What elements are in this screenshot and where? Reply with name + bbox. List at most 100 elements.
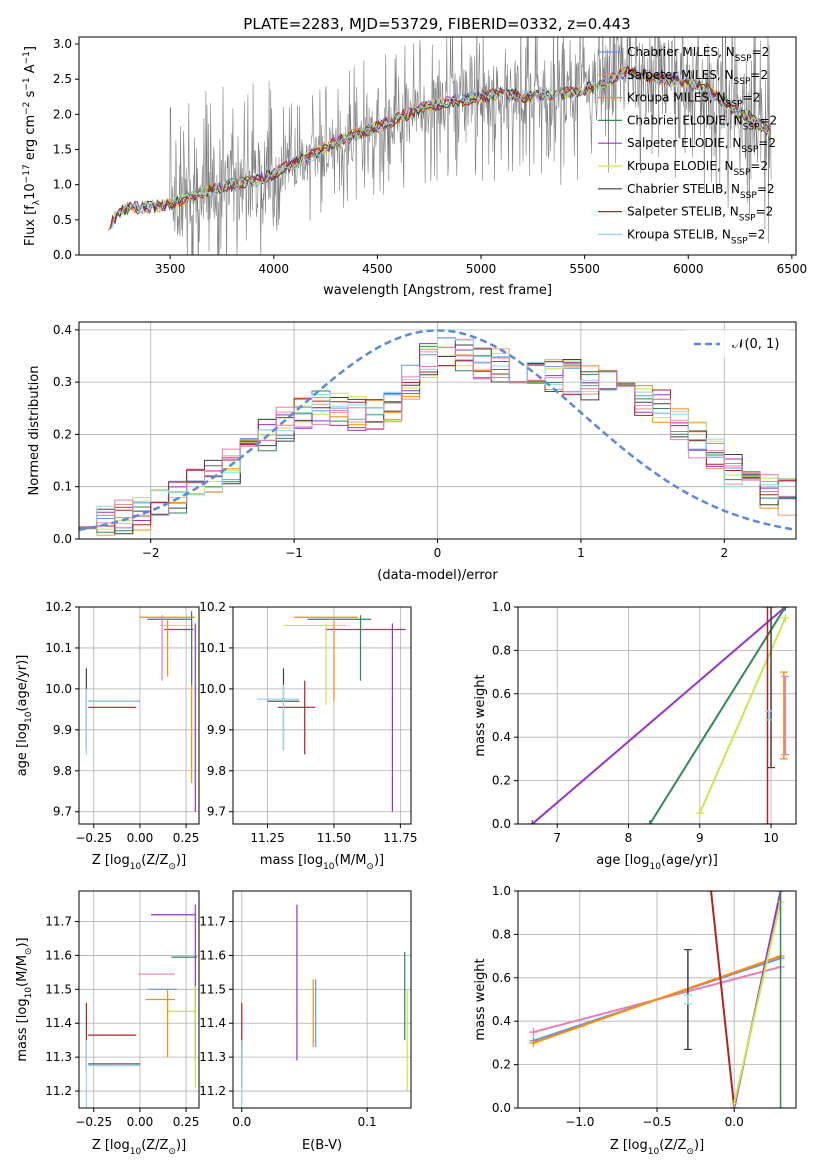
x-tick-label: −2 [142,546,160,560]
y-tick-label: 11.5 [45,982,72,996]
y-axis-label: age [log10(age/yr)] [15,655,34,777]
x-tick-label: 0.1 [358,1115,377,1129]
mass-vs-ebv-plot [241,904,408,1108]
weight-marker [730,1099,739,1108]
y-tick-label: 0.2 [492,774,511,788]
axes-frame [517,890,797,1109]
model-line-8 [109,70,770,230]
x-tick-label: 3500 [155,262,186,276]
y-tick-label: 0.2 [492,1058,511,1072]
x-tick-label: −0.25 [75,1115,112,1129]
x-tick-label: −1.0 [565,1115,594,1129]
y-tick-label: 0.2 [53,427,72,441]
model-line-4 [109,65,770,230]
y-tick-label: 11.3 [199,1050,226,1064]
y-tick-label: 9.8 [53,764,72,778]
x-axis-label: age [log10(age/yr)] [596,853,718,872]
weight-marker [528,820,537,824]
y-tick-label: 10.1 [199,641,226,655]
x-tick-label: 5000 [466,262,497,276]
axes-frame [232,606,412,825]
y-tick-label: 11.3 [45,1050,72,1064]
age-vs-Z-plot [85,611,196,812]
y-tick-label: 9.7 [207,805,226,819]
weight-line [710,891,736,1108]
model-line-7 [109,64,770,230]
y-axis-label: Normed distribution [27,366,42,496]
x-axis-label: Z [log10(Z/Z⊙)] [610,1138,704,1157]
x-tick-label: 0.25 [173,831,200,845]
y-tick-label: 0.4 [492,730,511,744]
y-tick-label: 2.0 [53,107,72,121]
x-tick-label: 6500 [777,262,808,276]
y-tick-label: 10.2 [45,600,72,614]
x-tick-label: 10 [763,831,778,845]
y-tick-label: 11.2 [199,1084,226,1098]
weight-line [533,955,781,1044]
x-tick-label: 5500 [569,262,600,276]
legend-label: Chabrier STELIB, NSSP=2 [627,182,775,201]
legend-box [685,330,789,358]
spectrum-axes: 3500 4000 4500 5000 5500 6000 6500 0.0 0.5 1.0 1.5… [53,37,807,276]
spectrum-plot [107,37,772,255]
y-tick-label: 1.5 [53,143,72,157]
charts-layer: 3500 4000 4500 5000 5500 6000 6500 0.0 0.5 1.0 1.5… [15,36,807,1157]
y-tick-label: 0.1 [53,480,72,494]
mass-vs-Z-axes: −0.25 0.00 0.25 11.2 11.3 11.4 11.5 11.6 11.7 [45,891,199,1129]
legend-label: Salpeter STELIB, NSSP=2 [627,205,773,224]
y-tick-label: 0.6 [492,971,511,985]
axes-frame [232,890,412,1109]
x-tick-label: 11.50 [317,831,351,845]
y-tick-label: 9.9 [207,723,226,737]
weight-marker [781,613,790,622]
y-tick-label: 11.4 [45,1016,72,1030]
weight-line [698,617,787,814]
x-axis-label: Z [log10(Z/Z⊙)] [92,853,186,872]
y-tick-label: 2.5 [53,72,72,86]
legend-label: Kroupa ELODIE, NSSP=2 [627,159,768,178]
histogram-plot [79,329,796,539]
x-tick-label: −0.25 [75,831,112,845]
y-tick-label: 0.0 [492,1101,511,1115]
x-tick-label: 4500 [362,262,393,276]
y-tick-label: 0.8 [492,643,511,657]
y-tick-label: 10.2 [199,600,226,614]
legend-label: Salpeter MILES, NSSP=2 [627,68,768,87]
weight-line [531,607,786,824]
axes-frame [78,606,200,825]
mass-vs-ebv-axes: 0.0 0.1 11.2 11.3 11.4 11.5 11.6 11.7 [199,891,411,1129]
x-tick-label: 11.25 [250,831,284,845]
weight-marker [645,820,654,824]
y-tick-label: 11.7 [199,915,226,929]
x-axis-label: Z [log10(Z/Z⊙)] [92,1138,186,1157]
y-tick-label: 1.0 [492,600,511,614]
x-axis-label: mass [log10(M/M⊙)] [260,853,384,872]
y-tick-label: 0.4 [53,323,72,337]
y-tick-label: 11.5 [199,982,226,996]
legend-label: Chabrier MILES, NSSP=2 [627,45,769,64]
y-tick-label: 10.0 [45,682,72,696]
x-tick-label: 0.25 [173,1115,200,1129]
y-tick-label: 0.5 [53,213,72,227]
y-tick-label: 0.0 [53,532,72,546]
axes-frame [78,890,200,1109]
y-axis-label: mass [log10(M/M⊙)] [15,937,34,1061]
histogram-step-9 [79,347,796,539]
legend-label: Kroupa MILES, NSSP=2 [627,91,760,110]
y-tick-label: 0.0 [53,248,72,262]
legend-label: Kroupa STELIB, NSSP=2 [627,227,765,246]
x-axis-label: wavelength [Angstrom, rest frame] [323,283,552,298]
weight-vs-Z-axes: −1.0 −0.5 0.0 0.0 0.2 0.4 0.6 0.8 1.0 [492,884,796,1129]
x-tick-label: 7 [553,831,561,845]
x-tick-label: −1 [285,546,303,560]
x-tick-label: 6000 [673,262,704,276]
residuals-axes: −2 −1 0 1 2 0.0 0.1 0.2 0.3 0.4 [53,322,796,560]
observed-spectrum-line [107,37,772,255]
x-axis-label: (data-model)/error [377,568,498,583]
y-tick-label: 0.4 [492,1014,511,1028]
weight-marker [707,891,716,895]
normal-curve [79,329,796,532]
y-tick-label: 10.1 [45,641,72,655]
y-tick-label: 11.4 [199,1016,226,1030]
x-tick-label: 0.0 [725,1115,744,1129]
